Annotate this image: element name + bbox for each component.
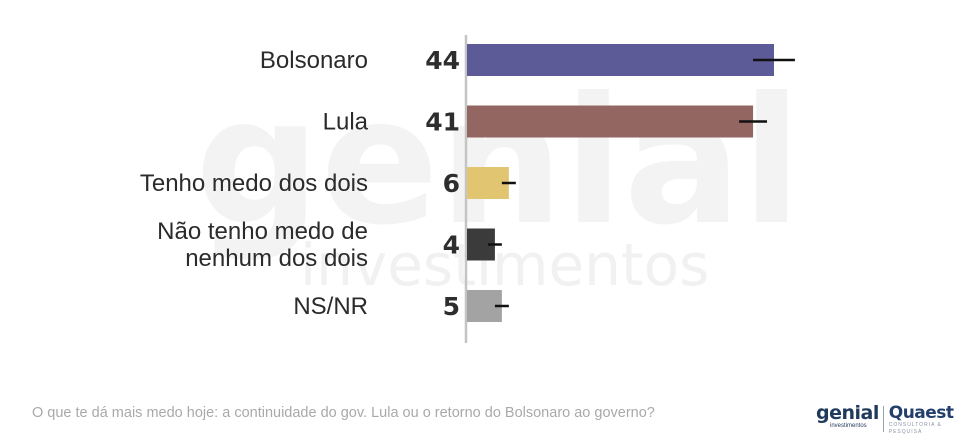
- watermark-sub: investimentos: [300, 231, 709, 299]
- genial-logo-sub: investimentos: [830, 423, 867, 429]
- category-label-4: Não tenho medo de nenhum dos dois: [157, 218, 368, 272]
- category-label-3: Tenho medo dos dois: [140, 170, 368, 197]
- value-label-4: 4: [443, 231, 460, 260]
- quaest-logo-word: Quaest: [888, 403, 954, 423]
- quaest-logo: Quaest CONSULTORIA & PESQUISA: [889, 404, 966, 436]
- value-label-2: 41: [425, 108, 460, 137]
- survey-question: O que te dá mais medo hoje: a continuida…: [32, 405, 655, 421]
- logos: genial investimentos Quaest CONSULTORIA …: [816, 404, 966, 436]
- bars-group: 44 Bolsonaro 41 Lula 6 Tenho medo dos dois 4 Nã…: [140, 44, 795, 322]
- watermark-main: genial: [195, 61, 802, 264]
- logo-separator: [882, 406, 884, 432]
- genial-logo-word: genial: [816, 402, 879, 424]
- value-label-1: 44: [425, 46, 460, 75]
- quaest-logo-sub: CONSULTORIA & PESQUISA: [888, 422, 942, 435]
- value-label-5: 5: [443, 292, 460, 321]
- value-label-3: 6: [443, 169, 460, 198]
- bar-1: [467, 44, 774, 76]
- category-label-2: Lula: [323, 109, 369, 136]
- watermark: genial investimentos: [195, 61, 802, 299]
- bar-2: [467, 105, 754, 138]
- genial-logo: genial investimentos: [816, 404, 879, 430]
- category-label-1: Bolsonaro: [260, 47, 368, 74]
- category-label-5: NS/NR: [293, 293, 368, 320]
